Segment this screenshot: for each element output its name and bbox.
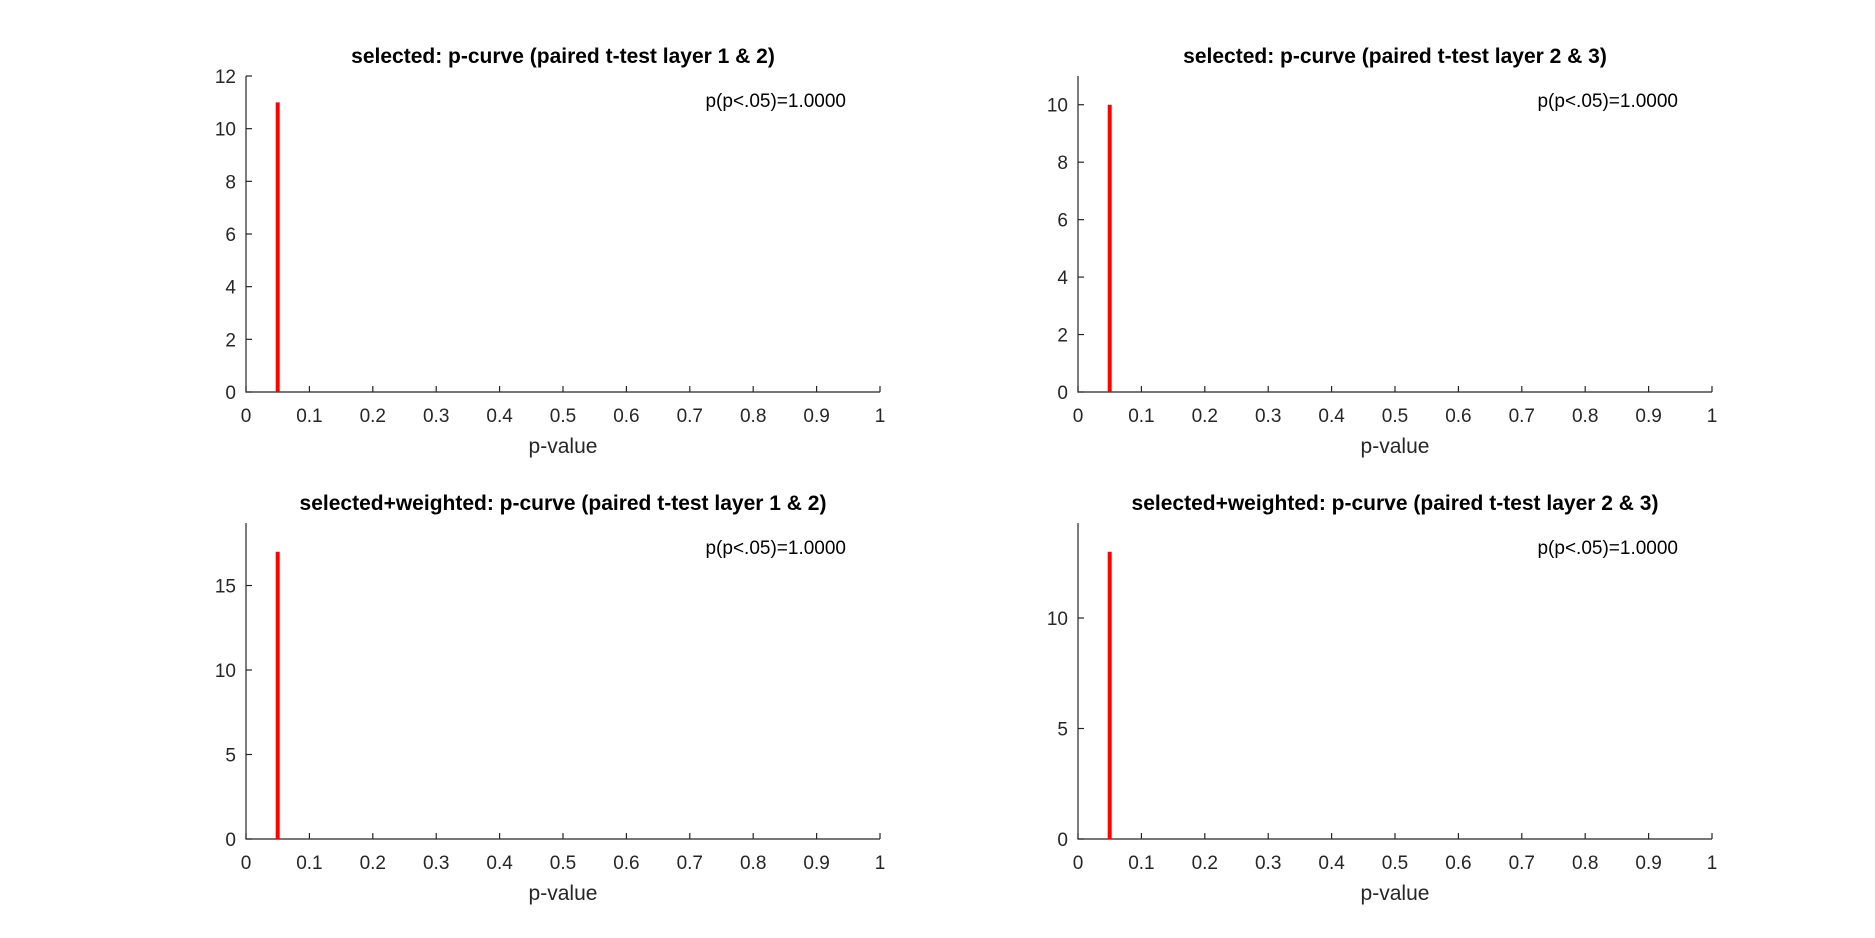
- x-tick-label: 1: [875, 406, 886, 427]
- subplot-2: selected: p-curve (paired t-test layer 2…: [1047, 45, 1717, 458]
- x-tick-label: 1: [1707, 853, 1718, 874]
- axes-frame: [245, 76, 880, 393]
- y-tick-label: 4: [225, 278, 236, 299]
- x-tick-label: 0.4: [1318, 406, 1345, 427]
- x-tick-label: 0: [1073, 406, 1084, 427]
- x-tick-label: 0.2: [1192, 406, 1218, 427]
- y-tick-label: 6: [1057, 211, 1068, 232]
- x-tick-label: 0.8: [740, 406, 766, 427]
- x-tick-label: 0: [1073, 853, 1084, 874]
- x-tick-label: 0.3: [423, 853, 449, 874]
- y-tick-label: 0: [225, 830, 236, 851]
- x-tick-label: 0.8: [1572, 853, 1598, 874]
- y-tick-label: 8: [225, 172, 236, 193]
- y-tick-label: 2: [225, 330, 236, 351]
- y-tick-label: 2: [1057, 326, 1068, 347]
- annotation-text: p(p<.05)=1.0000: [705, 538, 846, 559]
- x-tick-label: 0.1: [296, 853, 322, 874]
- y-tick-label: 6: [225, 225, 236, 246]
- chart-title: selected: p-curve (paired t-test layer 2…: [1183, 45, 1607, 68]
- annotation-text: p(p<.05)=1.0000: [1537, 91, 1678, 112]
- chart-title: selected+weighted: p-curve (paired t-tes…: [300, 492, 827, 515]
- x-tick-label: 0.8: [740, 853, 766, 874]
- y-tick-label: 10: [215, 120, 236, 141]
- x-axis-label: p-value: [1361, 435, 1430, 458]
- subplot-4: selected+weighted: p-curve (paired t-tes…: [1047, 492, 1717, 905]
- x-tick-label: 0.9: [1635, 853, 1661, 874]
- y-tick-label: 0: [225, 383, 236, 404]
- x-tick-label: 0.4: [1318, 853, 1345, 874]
- x-tick-label: 0: [241, 406, 252, 427]
- x-tick-label: 1: [875, 853, 886, 874]
- x-tick-label: 0.2: [360, 406, 386, 427]
- axes-frame: [245, 523, 880, 840]
- x-axis-label: p-value: [529, 882, 598, 905]
- x-tick-label: 0.1: [1128, 406, 1154, 427]
- x-tick-label: 0.8: [1572, 406, 1598, 427]
- y-tick-label: 15: [215, 577, 236, 598]
- y-tick-label: 10: [215, 661, 236, 682]
- axes-frame: [1077, 523, 1712, 840]
- annotation-text: p(p<.05)=1.0000: [705, 91, 846, 112]
- y-tick-label: 5: [1057, 720, 1068, 741]
- x-tick-label: 0.6: [613, 853, 639, 874]
- chart-title: selected+weighted: p-curve (paired t-tes…: [1132, 492, 1659, 515]
- x-tick-label: 0.4: [486, 406, 513, 427]
- x-tick-label: 0.7: [677, 853, 703, 874]
- x-tick-label: 0.7: [1509, 406, 1535, 427]
- x-tick-label: 0.9: [1635, 406, 1661, 427]
- y-tick-label: 0: [1057, 830, 1068, 851]
- x-tick-label: 0.1: [296, 406, 322, 427]
- x-tick-label: 0.9: [803, 406, 829, 427]
- x-tick-label: 0.4: [486, 853, 513, 874]
- annotation-text: p(p<.05)=1.0000: [1537, 538, 1678, 559]
- x-tick-label: 0.5: [1382, 853, 1408, 874]
- x-tick-label: 0.5: [1382, 406, 1408, 427]
- y-tick-label: 10: [1047, 609, 1068, 630]
- subplot-1: selected: p-curve (paired t-test layer 1…: [215, 45, 885, 458]
- x-tick-label: 0.6: [1445, 853, 1471, 874]
- x-tick-label: 0.5: [550, 853, 576, 874]
- x-tick-label: 0.2: [360, 853, 386, 874]
- x-tick-label: 0: [241, 853, 252, 874]
- x-tick-label: 0.3: [423, 406, 449, 427]
- y-tick-label: 8: [1057, 153, 1068, 174]
- x-tick-label: 0.7: [677, 406, 703, 427]
- x-tick-label: 0.5: [550, 406, 576, 427]
- y-tick-label: 10: [1047, 96, 1068, 117]
- x-tick-label: 0.2: [1192, 853, 1218, 874]
- x-tick-label: 1: [1707, 406, 1718, 427]
- axes-frame: [1077, 76, 1712, 393]
- y-tick-label: 4: [1057, 268, 1068, 289]
- x-tick-label: 0.3: [1255, 406, 1281, 427]
- x-tick-label: 0.1: [1128, 853, 1154, 874]
- subplot-3: selected+weighted: p-curve (paired t-tes…: [215, 492, 885, 905]
- y-tick-label: 12: [215, 67, 236, 88]
- x-tick-label: 0.7: [1509, 853, 1535, 874]
- x-axis-label: p-value: [529, 435, 598, 458]
- x-axis-label: p-value: [1361, 882, 1430, 905]
- x-tick-label: 0.3: [1255, 853, 1281, 874]
- y-tick-label: 5: [225, 746, 236, 767]
- x-tick-label: 0.6: [1445, 406, 1471, 427]
- x-tick-label: 0.6: [613, 406, 639, 427]
- x-tick-label: 0.9: [803, 853, 829, 874]
- y-tick-label: 0: [1057, 383, 1068, 404]
- chart-title: selected: p-curve (paired t-test layer 1…: [351, 45, 775, 68]
